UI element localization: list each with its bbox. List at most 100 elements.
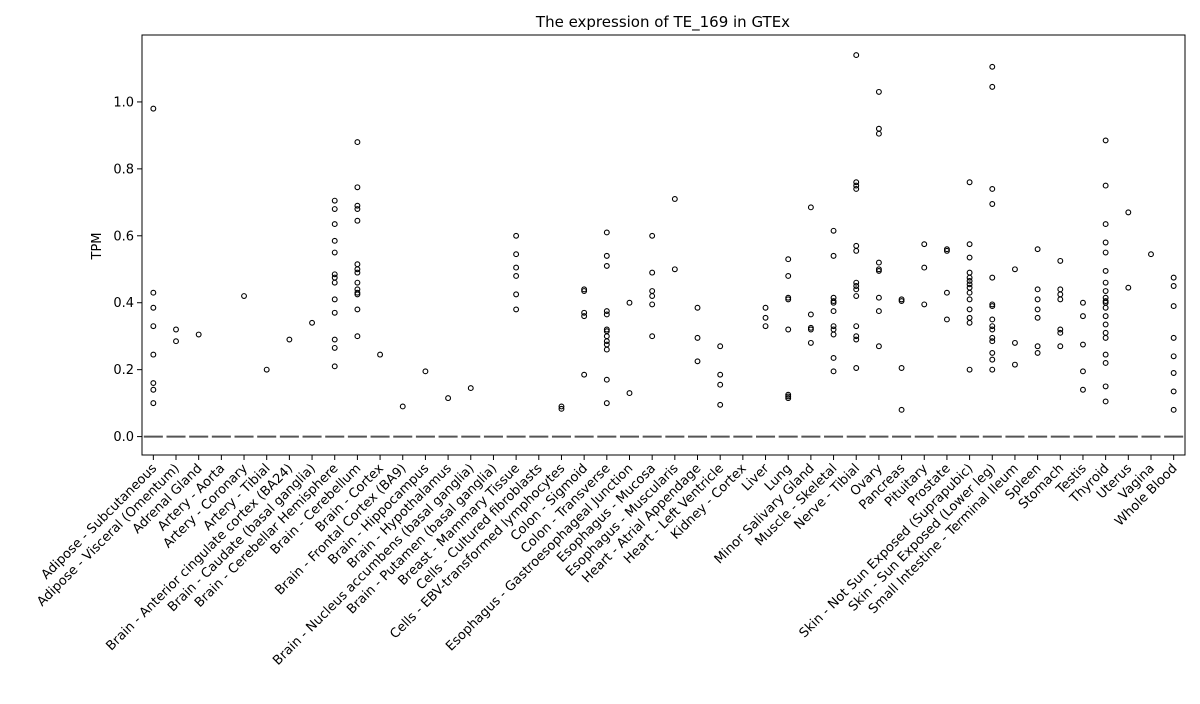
outlier-point bbox=[898, 365, 905, 371]
outlier-point bbox=[1034, 314, 1041, 321]
outlier-point bbox=[1125, 209, 1132, 216]
outlier-point bbox=[875, 308, 882, 315]
outlier-point bbox=[286, 336, 293, 343]
outlier-point bbox=[853, 52, 860, 59]
outlier-point bbox=[603, 341, 610, 348]
outlier-point bbox=[1170, 406, 1177, 413]
outlier-point bbox=[966, 241, 973, 248]
outlier-point bbox=[1057, 326, 1064, 333]
outlier-point bbox=[966, 179, 973, 186]
outlier-point bbox=[150, 386, 157, 393]
outlier-point bbox=[603, 333, 610, 340]
outlier-point bbox=[989, 349, 996, 356]
outlier-point bbox=[1170, 388, 1177, 395]
outlier-point bbox=[853, 283, 860, 289]
outlier-point bbox=[830, 326, 837, 333]
outlier-point bbox=[354, 279, 361, 286]
outlier-point bbox=[1057, 296, 1064, 303]
outlier-point bbox=[853, 279, 860, 286]
y-tick-label: 0.6 bbox=[113, 229, 134, 244]
outlier-point bbox=[830, 252, 837, 259]
outlier-point bbox=[853, 179, 860, 186]
outlier-point bbox=[989, 316, 996, 323]
outlier-point bbox=[785, 256, 792, 263]
outlier-point bbox=[1102, 313, 1109, 320]
outlier-point bbox=[921, 264, 928, 271]
outlier-point bbox=[830, 368, 837, 375]
outlier-point bbox=[1102, 321, 1109, 328]
outlier-point bbox=[354, 266, 361, 273]
outlier-point bbox=[331, 221, 338, 228]
outlier-point bbox=[467, 385, 474, 392]
outlier-point bbox=[1011, 339, 1018, 346]
outlier-point bbox=[513, 251, 520, 258]
outlier-point bbox=[1011, 266, 1018, 273]
outlier-point bbox=[422, 368, 429, 375]
outlier-point bbox=[263, 366, 270, 373]
outlier-point bbox=[331, 309, 338, 316]
outlier-point bbox=[853, 185, 860, 192]
outlier-point bbox=[150, 304, 157, 311]
outlier-point bbox=[717, 343, 724, 350]
outlier-point bbox=[331, 296, 338, 303]
outlier-point bbox=[989, 83, 996, 90]
outlier-point bbox=[649, 293, 656, 299]
outlier-point bbox=[1102, 329, 1109, 336]
outlier-point bbox=[966, 274, 973, 281]
outlier-point bbox=[1102, 239, 1109, 246]
outlier-point bbox=[1148, 251, 1154, 258]
outlier-point bbox=[762, 314, 769, 321]
outlier-point bbox=[875, 294, 882, 301]
outlier-point bbox=[626, 299, 633, 306]
outlier-point bbox=[830, 323, 837, 330]
outlier-point bbox=[603, 229, 610, 236]
outlier-point bbox=[150, 380, 157, 386]
outlier-point bbox=[853, 333, 860, 340]
outlier-point bbox=[603, 311, 610, 318]
outlier-point bbox=[1102, 182, 1109, 189]
outlier-point bbox=[989, 201, 996, 207]
outlier-point bbox=[331, 237, 338, 244]
outlier-point bbox=[785, 395, 792, 402]
outlier-point bbox=[1034, 296, 1041, 303]
outlier-point bbox=[331, 274, 338, 281]
outlier-point bbox=[377, 351, 384, 358]
outlier-point bbox=[989, 303, 996, 310]
outlier-point bbox=[966, 269, 973, 276]
outlier-point bbox=[354, 333, 361, 340]
outlier-point bbox=[717, 381, 724, 388]
outlier-point bbox=[1102, 383, 1109, 390]
outlier-point bbox=[354, 261, 361, 268]
outlier-point bbox=[966, 319, 973, 326]
y-tick-label: 0.4 bbox=[113, 296, 134, 311]
outlier-point bbox=[989, 356, 996, 363]
outlier-point bbox=[785, 273, 792, 279]
outlier-point bbox=[445, 395, 452, 402]
outlier-point bbox=[1102, 360, 1109, 366]
outlier-point bbox=[603, 376, 610, 383]
outlier-point bbox=[331, 279, 338, 286]
outlier-point bbox=[762, 304, 769, 311]
outlier-point bbox=[1080, 299, 1086, 306]
outlier-point bbox=[1057, 343, 1064, 350]
outlier-point bbox=[1170, 370, 1177, 376]
outlier-point bbox=[830, 299, 837, 306]
outlier-point bbox=[603, 252, 610, 259]
outlier-point bbox=[1102, 249, 1109, 256]
outlier-point bbox=[173, 338, 179, 345]
outlier-point bbox=[173, 326, 179, 333]
outlier-point bbox=[1057, 291, 1064, 298]
outlier-point bbox=[649, 333, 656, 340]
outlier-point bbox=[1170, 303, 1177, 310]
outlier-point bbox=[807, 339, 814, 346]
outlier-point bbox=[1102, 334, 1109, 341]
outlier-point bbox=[989, 274, 996, 281]
outlier-point bbox=[558, 403, 565, 410]
outlier-point bbox=[875, 130, 882, 137]
outlier-point bbox=[875, 88, 882, 95]
outlier-point bbox=[581, 288, 588, 294]
outlier-point bbox=[150, 289, 157, 296]
outlier-point bbox=[603, 262, 610, 269]
outlier-point bbox=[1080, 368, 1086, 375]
outlier-point bbox=[1034, 343, 1041, 350]
